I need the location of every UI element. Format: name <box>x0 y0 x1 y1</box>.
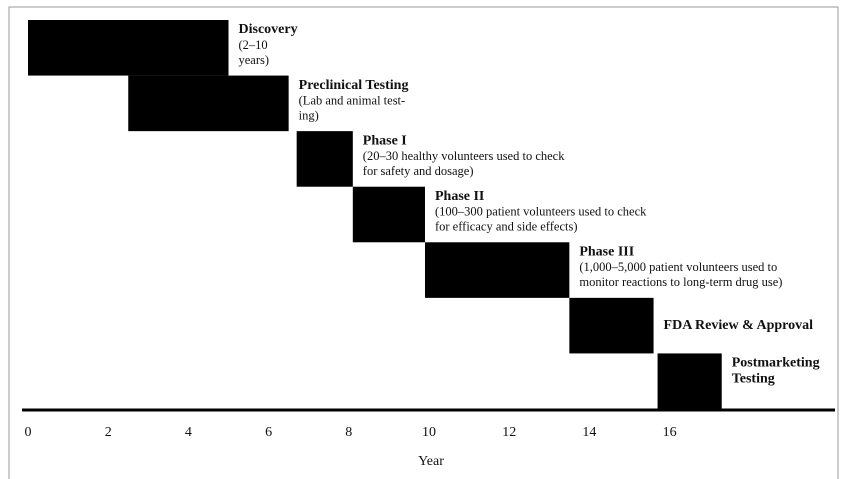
x-tick-label: 4 <box>185 425 192 440</box>
task-name: Discovery <box>239 22 298 37</box>
task-description: (20–30 healthy volunteers used to check <box>363 149 565 163</box>
task-description: (100–300 patient volunteers used to chec… <box>435 205 647 219</box>
bar <box>296 131 353 187</box>
task-description: for safety and dosage) <box>363 164 474 178</box>
bar <box>128 75 289 132</box>
task-description: (1,000–5,000 patient volunteers used to <box>579 260 777 274</box>
task-name: Preclinical Testing <box>299 78 409 93</box>
task-name: Phase I <box>363 133 407 148</box>
frame <box>8 6 839 479</box>
x-tick-label: 2 <box>105 425 112 440</box>
x-tick-label: 0 <box>25 425 32 440</box>
task-description: Testing <box>732 372 775 387</box>
task-name: Phase II <box>435 189 484 204</box>
task-description: for efficacy and side effects) <box>435 220 578 234</box>
bar <box>657 353 722 409</box>
x-tick-label: 6 <box>265 425 272 440</box>
bar <box>424 242 570 298</box>
x-tick-label: 10 <box>422 425 436 440</box>
x-tick-label: 14 <box>582 425 596 440</box>
x-axis-label: Year <box>418 454 444 469</box>
x-tick-label: 8 <box>345 425 352 440</box>
x-tick-label: 16 <box>663 425 677 440</box>
bar <box>569 297 654 354</box>
task-description: years) <box>239 53 270 67</box>
task-name: FDA Review & Approval <box>664 318 814 333</box>
task-name: Postmarketing <box>732 356 820 371</box>
bar <box>28 20 229 76</box>
task-name: Phase III <box>579 245 634 260</box>
task-description: monitor reactions to long-term drug use) <box>579 275 782 289</box>
x-tick-label: 12 <box>502 425 516 440</box>
task-description: ing) <box>299 108 319 122</box>
task-description: (2–10 <box>239 38 268 52</box>
bar <box>352 186 425 243</box>
task-description: (Lab and animal test- <box>299 93 406 107</box>
